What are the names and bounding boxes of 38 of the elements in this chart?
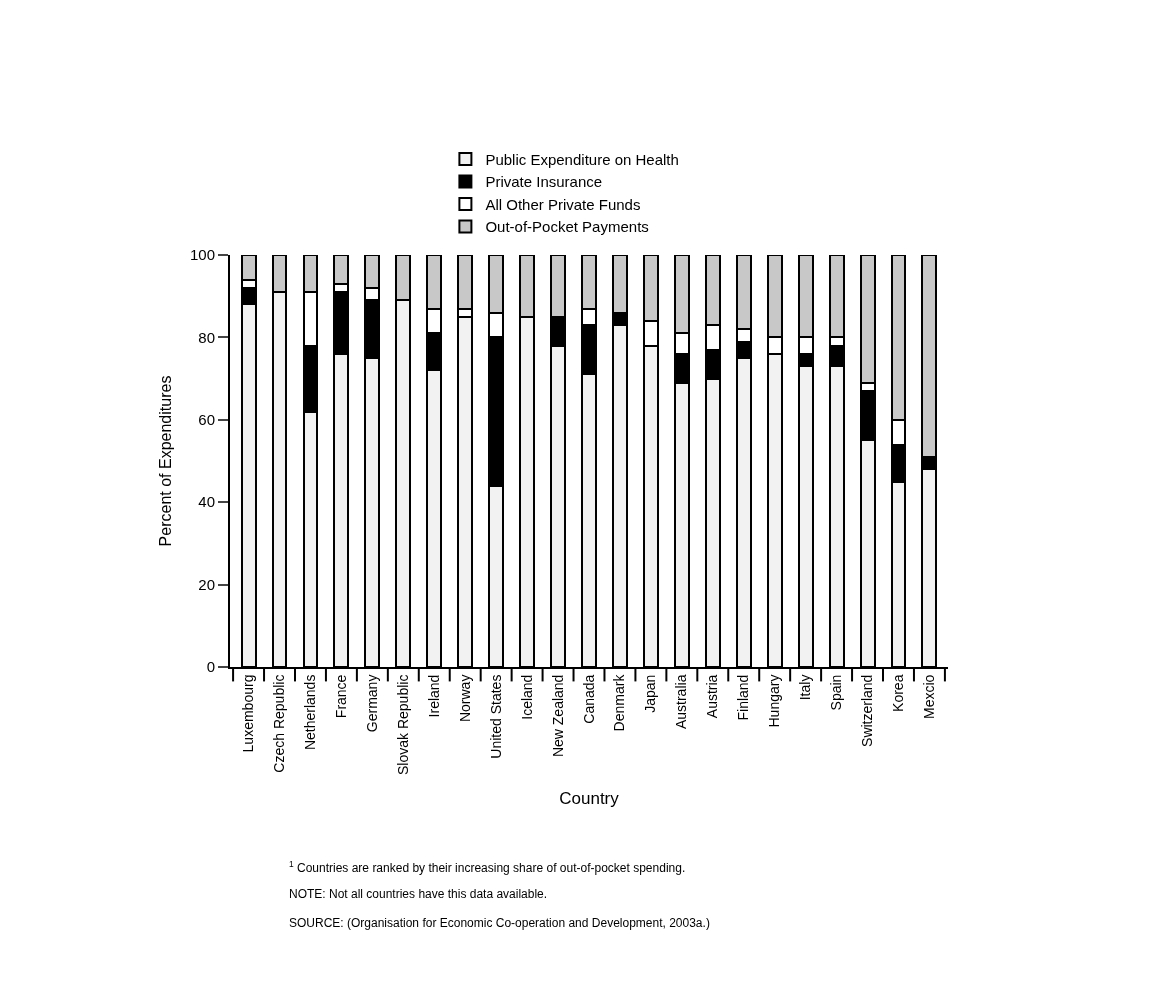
x-tick-label: Ireland <box>425 674 442 718</box>
legend-label: Private Insurance <box>485 173 603 191</box>
x-tick-label: Hungary <box>766 674 783 728</box>
x-tick-label: Luxembourg <box>240 674 257 753</box>
legend-label: All Other Private Funds <box>485 195 641 213</box>
x-tick-label: Mexcio <box>920 674 937 719</box>
y-axis-title: Percent of Expenditures <box>157 375 175 547</box>
y-tick-label: 0 <box>206 658 215 676</box>
x-tick-label: Canada <box>580 674 597 724</box>
x-tick-label: Slovak Republic <box>394 674 411 775</box>
x-tick-label: France <box>332 674 349 719</box>
y-tick-label: 80 <box>198 328 215 346</box>
x-tick-label: Iceland <box>518 674 535 720</box>
x-tick-label: Czech Republic <box>271 674 288 773</box>
text: NOTE: Not all countries have this data available. <box>289 887 548 901</box>
legend-label: Public Expenditure on Health <box>485 150 679 168</box>
x-tick-label: Italy <box>797 674 814 701</box>
x-tick-label: United States <box>487 674 504 759</box>
x-tick-label: Denmark <box>611 673 628 732</box>
x-tick-label: Australia <box>673 674 690 730</box>
x-tick-label: New Zealand <box>549 674 566 758</box>
x-tick-label: Finland <box>735 674 752 721</box>
y-tick-label: 60 <box>198 411 215 429</box>
y-tick-label: 100 <box>189 246 215 264</box>
y-tick-label: 40 <box>198 493 215 511</box>
x-tick-label: Norway <box>456 674 473 723</box>
x-tick-label: Spain <box>828 674 845 711</box>
x-tick-label: Japan <box>642 674 659 713</box>
x-tick-label: Korea <box>890 674 907 712</box>
text: $^{1}$ Countries are ranked by their increasing share of out-of-pocket spending. <box>289 859 686 876</box>
x-tick-label: Netherlands <box>302 674 319 751</box>
x-tick-label: Switzerland <box>859 674 876 747</box>
source-note: SOURCE: (Organisation for Economic Co-operation and Development, 2003a.) <box>289 916 710 930</box>
x-tick-label: Austria <box>704 674 721 719</box>
x-axis-title: Country <box>559 788 620 808</box>
x-tick-label: Germany <box>363 674 380 733</box>
legend-label: Out-of-Pocket Payments <box>485 218 649 236</box>
y-tick-label: 20 <box>198 575 215 593</box>
